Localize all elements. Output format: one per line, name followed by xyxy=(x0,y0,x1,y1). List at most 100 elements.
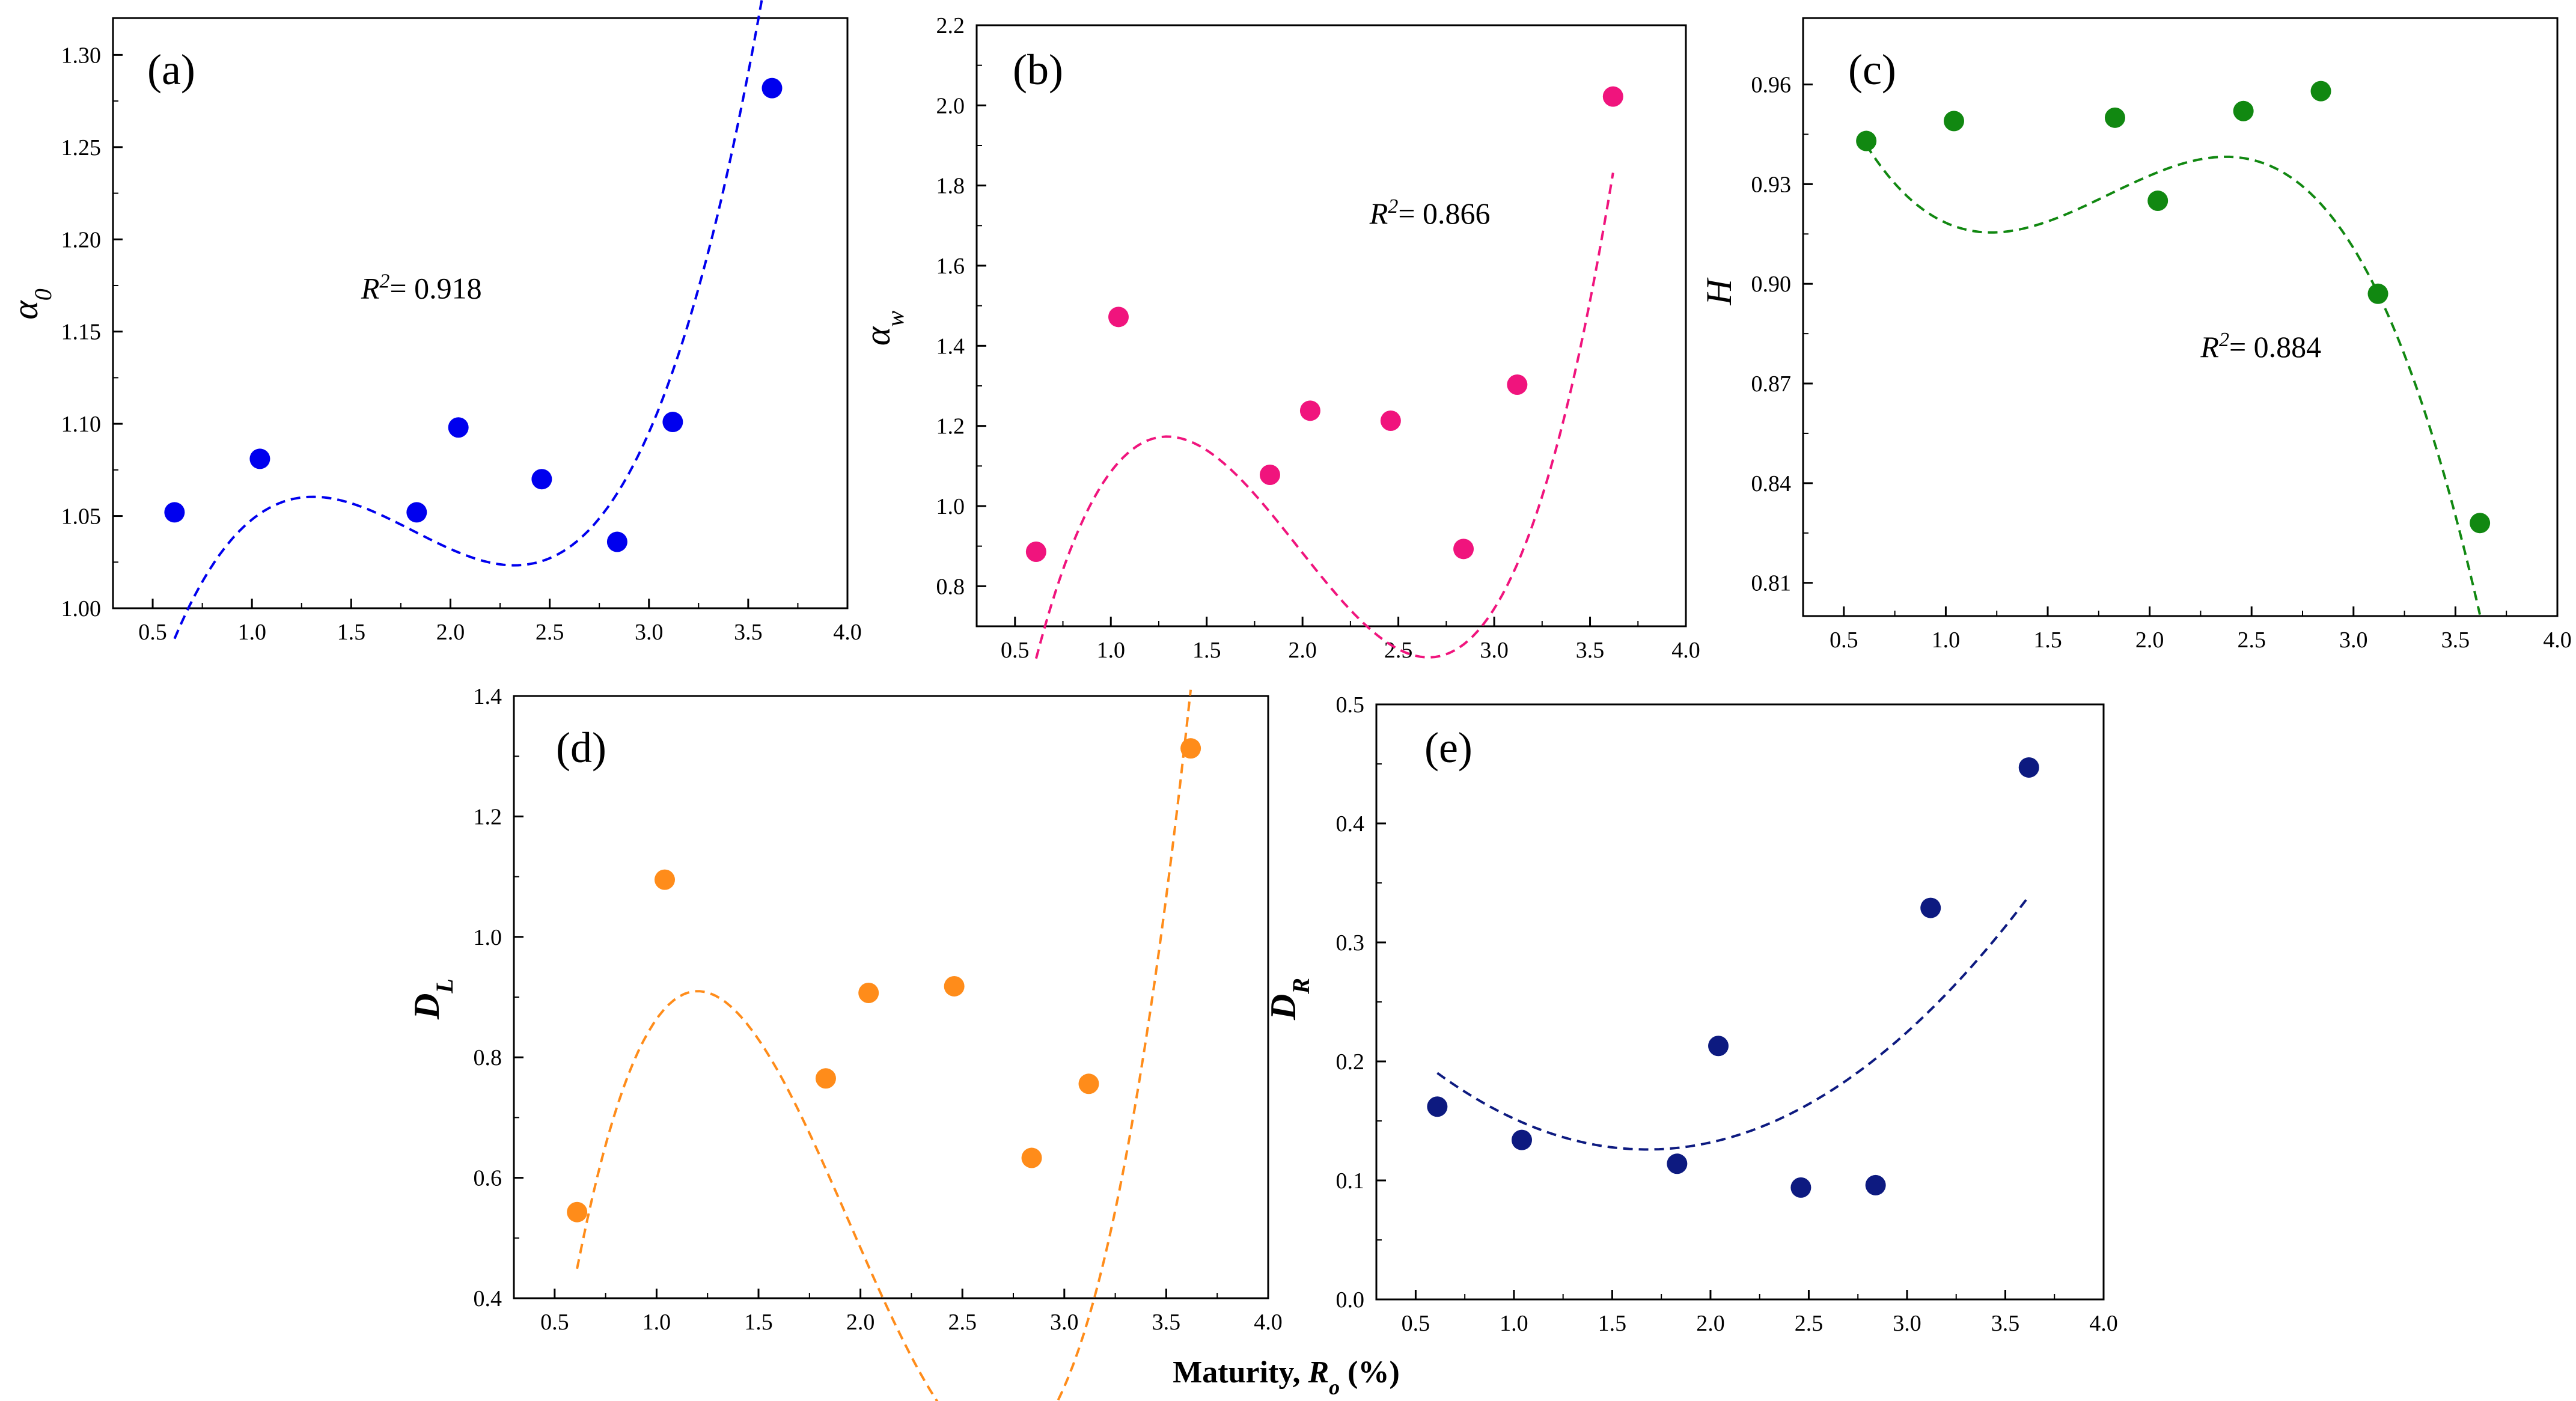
panel-e-data-point xyxy=(1708,1036,1729,1057)
panel-a-r2-label: R xyxy=(361,271,380,305)
panel-e-y-tick-label: 0.1 xyxy=(1336,1168,1365,1194)
panel-b-y-tick-label: 1.6 xyxy=(936,254,965,279)
panel-c-data-point xyxy=(1856,130,1877,151)
panel-e-x-tick-label: 3.0 xyxy=(1893,1311,1921,1336)
panel-d-y-tick-label: 1.0 xyxy=(474,925,502,950)
panel-d-y-tick-label: 0.4 xyxy=(474,1286,502,1311)
panel-b-x-tick-label: 0.5 xyxy=(1001,638,1030,663)
panel-c-data-point xyxy=(1944,111,1964,132)
panel-d-x-tick-label: 4.0 xyxy=(1254,1310,1283,1335)
panel-a-r2-value: = 0.918 xyxy=(389,271,481,305)
panel-e-x-tick-label: 3.5 xyxy=(1991,1311,2020,1336)
panel-a-data-point xyxy=(606,531,627,552)
panel-c-y-tick-label: 0.84 xyxy=(1751,471,1792,496)
panel-b-ylabel-subscript: w xyxy=(882,311,909,327)
panel-d-data-point xyxy=(655,869,675,890)
panel-b-data-point xyxy=(1108,307,1129,328)
panel-b-ylabel-symbol: α xyxy=(858,326,897,346)
panel-e: 0.5 1.0 1.5 2.0 2.5 3.0 3.5 4.0 0.0 0.1 0.2 0.3 0.4 0… xyxy=(1263,692,2118,1336)
panel-e-x-tick-label: 2.0 xyxy=(1696,1311,1725,1336)
x-axis-label-variable: R xyxy=(1307,1355,1329,1390)
panel-e-frame xyxy=(1375,703,2105,1301)
panel-a-r2-annotation: R2= 0.918 xyxy=(361,270,482,305)
panel-c-frame xyxy=(1802,17,2559,617)
panel-e-x-tick-label: 1.5 xyxy=(1598,1311,1627,1336)
panel-d-x-tick-label: 3.0 xyxy=(1050,1310,1079,1335)
panel-a-y-tick-label: 1.05 xyxy=(61,504,102,530)
panel-a-x-tick-label: 4.0 xyxy=(833,620,862,645)
panel-e-data-point xyxy=(1865,1174,1886,1195)
panel-b-x-tick-label: 1.5 xyxy=(1192,638,1221,663)
panel-d-fit-curve xyxy=(576,689,1192,1401)
panel-c-data-point xyxy=(2310,81,2331,102)
panel-d-data-point xyxy=(858,982,879,1003)
panel-e-x-tick-label: 4.0 xyxy=(2089,1311,2118,1336)
panel-a-data-point xyxy=(164,502,185,523)
panel-a-frame xyxy=(112,17,849,609)
panel-c-data-point xyxy=(2104,107,2125,128)
panel-c-data-point xyxy=(2147,191,2169,212)
panel-b-x-tick-label: 2.0 xyxy=(1288,638,1317,663)
panel-a-ylabel-subscript: 0 xyxy=(29,288,56,301)
panel-e-y-tick-label: 0.4 xyxy=(1336,811,1365,837)
panel-b-y-tick-label: 1.8 xyxy=(936,174,965,199)
panel-b-y-tick-label: 1.2 xyxy=(936,414,965,439)
panel-a-y-tick-label: 1.10 xyxy=(61,412,102,437)
panel-c: 0.5 1.0 1.5 2.0 2.5 3.0 3.5 4.0 0.81 0.84 0.87 0.90… xyxy=(1699,17,2572,653)
panel-b-data-point xyxy=(1299,400,1320,421)
panel-d-y-tick-label: 1.2 xyxy=(474,804,502,829)
panel-d-y-tick-label: 0.8 xyxy=(474,1045,502,1070)
panel-d-x-tick-label: 1.5 xyxy=(744,1310,773,1335)
panel-e-data-point xyxy=(1427,1096,1448,1117)
panel-d-ylabel-subscript: L xyxy=(431,978,458,994)
panel-e-plot-content: 0.5 1.0 1.5 2.0 2.5 3.0 3.5 4.0 0.0 0.1 0.2 0.3 0.4 0… xyxy=(1336,692,2118,1336)
panel-d-x-tick-label: 2.5 xyxy=(948,1310,977,1335)
panel-e-ylabel-symbol: D xyxy=(1263,994,1303,1021)
panel-c-x-tick-label: 4.0 xyxy=(2543,627,2572,653)
panel-c-label: (c) xyxy=(1848,46,1896,94)
panel-a: 0.5 1.0 1.5 2.0 2.5 3.0 3.5 4.0 1.00 1.05 1.10 1.15… xyxy=(5,0,862,645)
panel-a-x-tick-label: 3.5 xyxy=(734,620,763,645)
panel-d-x-tick-label: 1.0 xyxy=(642,1310,671,1335)
panel-e-data-point xyxy=(1512,1129,1532,1150)
panel-a-x-tick-label: 1.0 xyxy=(237,620,266,645)
panel-b-r2-annotation: R2= 0.866 xyxy=(1369,195,1491,231)
panel-e-data-point xyxy=(1790,1177,1811,1198)
panel-b-x-tick-label: 3.5 xyxy=(1576,638,1605,663)
panel-c-r2-value: = 0.884 xyxy=(2229,330,2321,364)
panel-b-data-point xyxy=(1025,542,1046,562)
panel-a-y-tick-label: 1.25 xyxy=(61,135,102,160)
panel-c-y-tick-label: 0.81 xyxy=(1751,571,1792,596)
panel-d-y-tick-label: 1.4 xyxy=(474,684,502,709)
panel-d: 0.5 1.0 1.5 2.0 2.5 3.0 3.5 4.0 0.4 0.6 0.8 1.0 1.2 1… xyxy=(407,684,1400,1401)
panel-c-x-tick-label: 1.0 xyxy=(1932,627,1961,653)
panel-b-data-point xyxy=(1259,465,1280,485)
panel-c-y-axis-label: H xyxy=(1699,277,1739,306)
panel-e-y-tick-label: 0.3 xyxy=(1336,930,1365,956)
panel-c-x-tick-label: 3.5 xyxy=(2441,627,2470,653)
panel-d-data-point xyxy=(1078,1073,1099,1094)
panel-c-data-point xyxy=(2233,100,2254,121)
panel-e-x-tick-label: 0.5 xyxy=(1402,1311,1430,1336)
x-axis-label-text: Maturity, xyxy=(1173,1355,1308,1390)
panel-b-data-point xyxy=(1380,411,1401,431)
panel-d-x-tick-label: 3.5 xyxy=(1152,1310,1181,1335)
panel-a-y-tick-label: 1.15 xyxy=(61,320,102,345)
panel-b-plot-content: 0.5 1.0 1.5 2.0 2.5 3.0 3.5 4.0 0.8 1.0 1.2 1.4 1.6 1… xyxy=(936,13,1700,663)
panel-a-y-axis-label: α0 xyxy=(5,288,56,320)
panel-e-x-tick-label: 2.5 xyxy=(1795,1311,1824,1336)
panel-a-data-point xyxy=(448,417,469,438)
panel-c-r2-annotation: R2= 0.884 xyxy=(2200,328,2321,364)
panel-b-r2-label: R xyxy=(1369,197,1388,230)
panel-a-data-point xyxy=(531,469,552,490)
panel-a-y-tick-label: 1.20 xyxy=(61,227,102,252)
panel-b-x-tick-label: 4.0 xyxy=(1671,638,1700,663)
panel-b-label: (b) xyxy=(1013,46,1063,94)
panel-b-x-tick-label: 1.0 xyxy=(1096,638,1125,663)
panel-b-data-point xyxy=(1602,86,1623,107)
panel-a-data-point xyxy=(762,78,783,99)
panel-d-data-point xyxy=(815,1068,836,1089)
panel-a-x-tick-label: 1.5 xyxy=(337,620,366,645)
panel-d-y-tick-label: 0.6 xyxy=(474,1166,502,1191)
